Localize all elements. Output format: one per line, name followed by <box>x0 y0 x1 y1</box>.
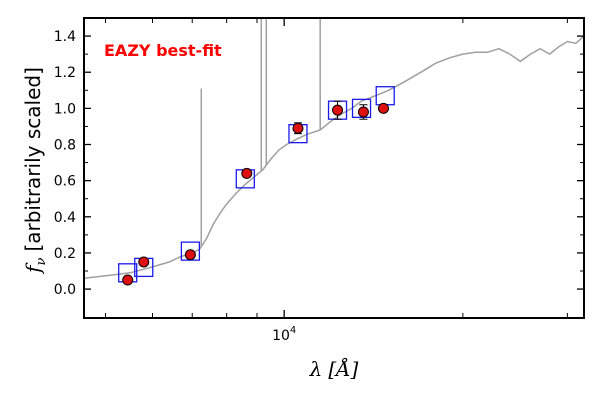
observed-point <box>332 104 344 116</box>
observed-point <box>377 102 389 114</box>
y-tick-label: 0.6 <box>54 174 76 190</box>
y-tick-label: 0.0 <box>54 282 76 298</box>
observed-point <box>357 106 369 118</box>
model-photometry-square <box>351 98 372 119</box>
plot-frame <box>83 17 585 319</box>
y-tick-label: 0.4 <box>54 210 76 226</box>
legend-annotation: EAZY best-fit <box>104 41 222 60</box>
y-tick-label: 0.2 <box>54 246 76 262</box>
x-tick-label: 104 <box>272 325 296 344</box>
x-axis-title: λ [Å] <box>309 356 359 381</box>
x-axis-symbol: λ <box>309 357 323 381</box>
y-tick-label: 1.0 <box>54 101 76 117</box>
observed-point <box>241 167 253 179</box>
observed-point <box>138 256 150 268</box>
y-axis-subscript: ν <box>34 257 49 265</box>
svg-text:fν[arbitrarily scaled]: fν[arbitrarily scaled] <box>21 67 49 275</box>
y-tick-label: 0.8 <box>54 138 76 154</box>
y-axis-title: fν[arbitrarily scaled] <box>21 67 49 275</box>
observed-point <box>292 122 304 134</box>
x-axis-unit: [Å] <box>328 356 358 381</box>
plot-inner <box>84 18 584 286</box>
y-axis-label: [arbitrarily scaled] <box>21 67 45 251</box>
x-tick-label-exponent: 4 <box>290 325 296 336</box>
x-tick-label-base: 10 <box>272 328 290 344</box>
plot-area: 0.0 0.2 0.4 0.6 0.8 1.0 1.2 1.4 104 <box>54 17 585 344</box>
observed-point <box>184 249 196 261</box>
y-tick-label: 1.4 <box>54 29 76 45</box>
observed-point <box>122 274 134 286</box>
y-tick-label: 1.2 <box>54 65 76 81</box>
